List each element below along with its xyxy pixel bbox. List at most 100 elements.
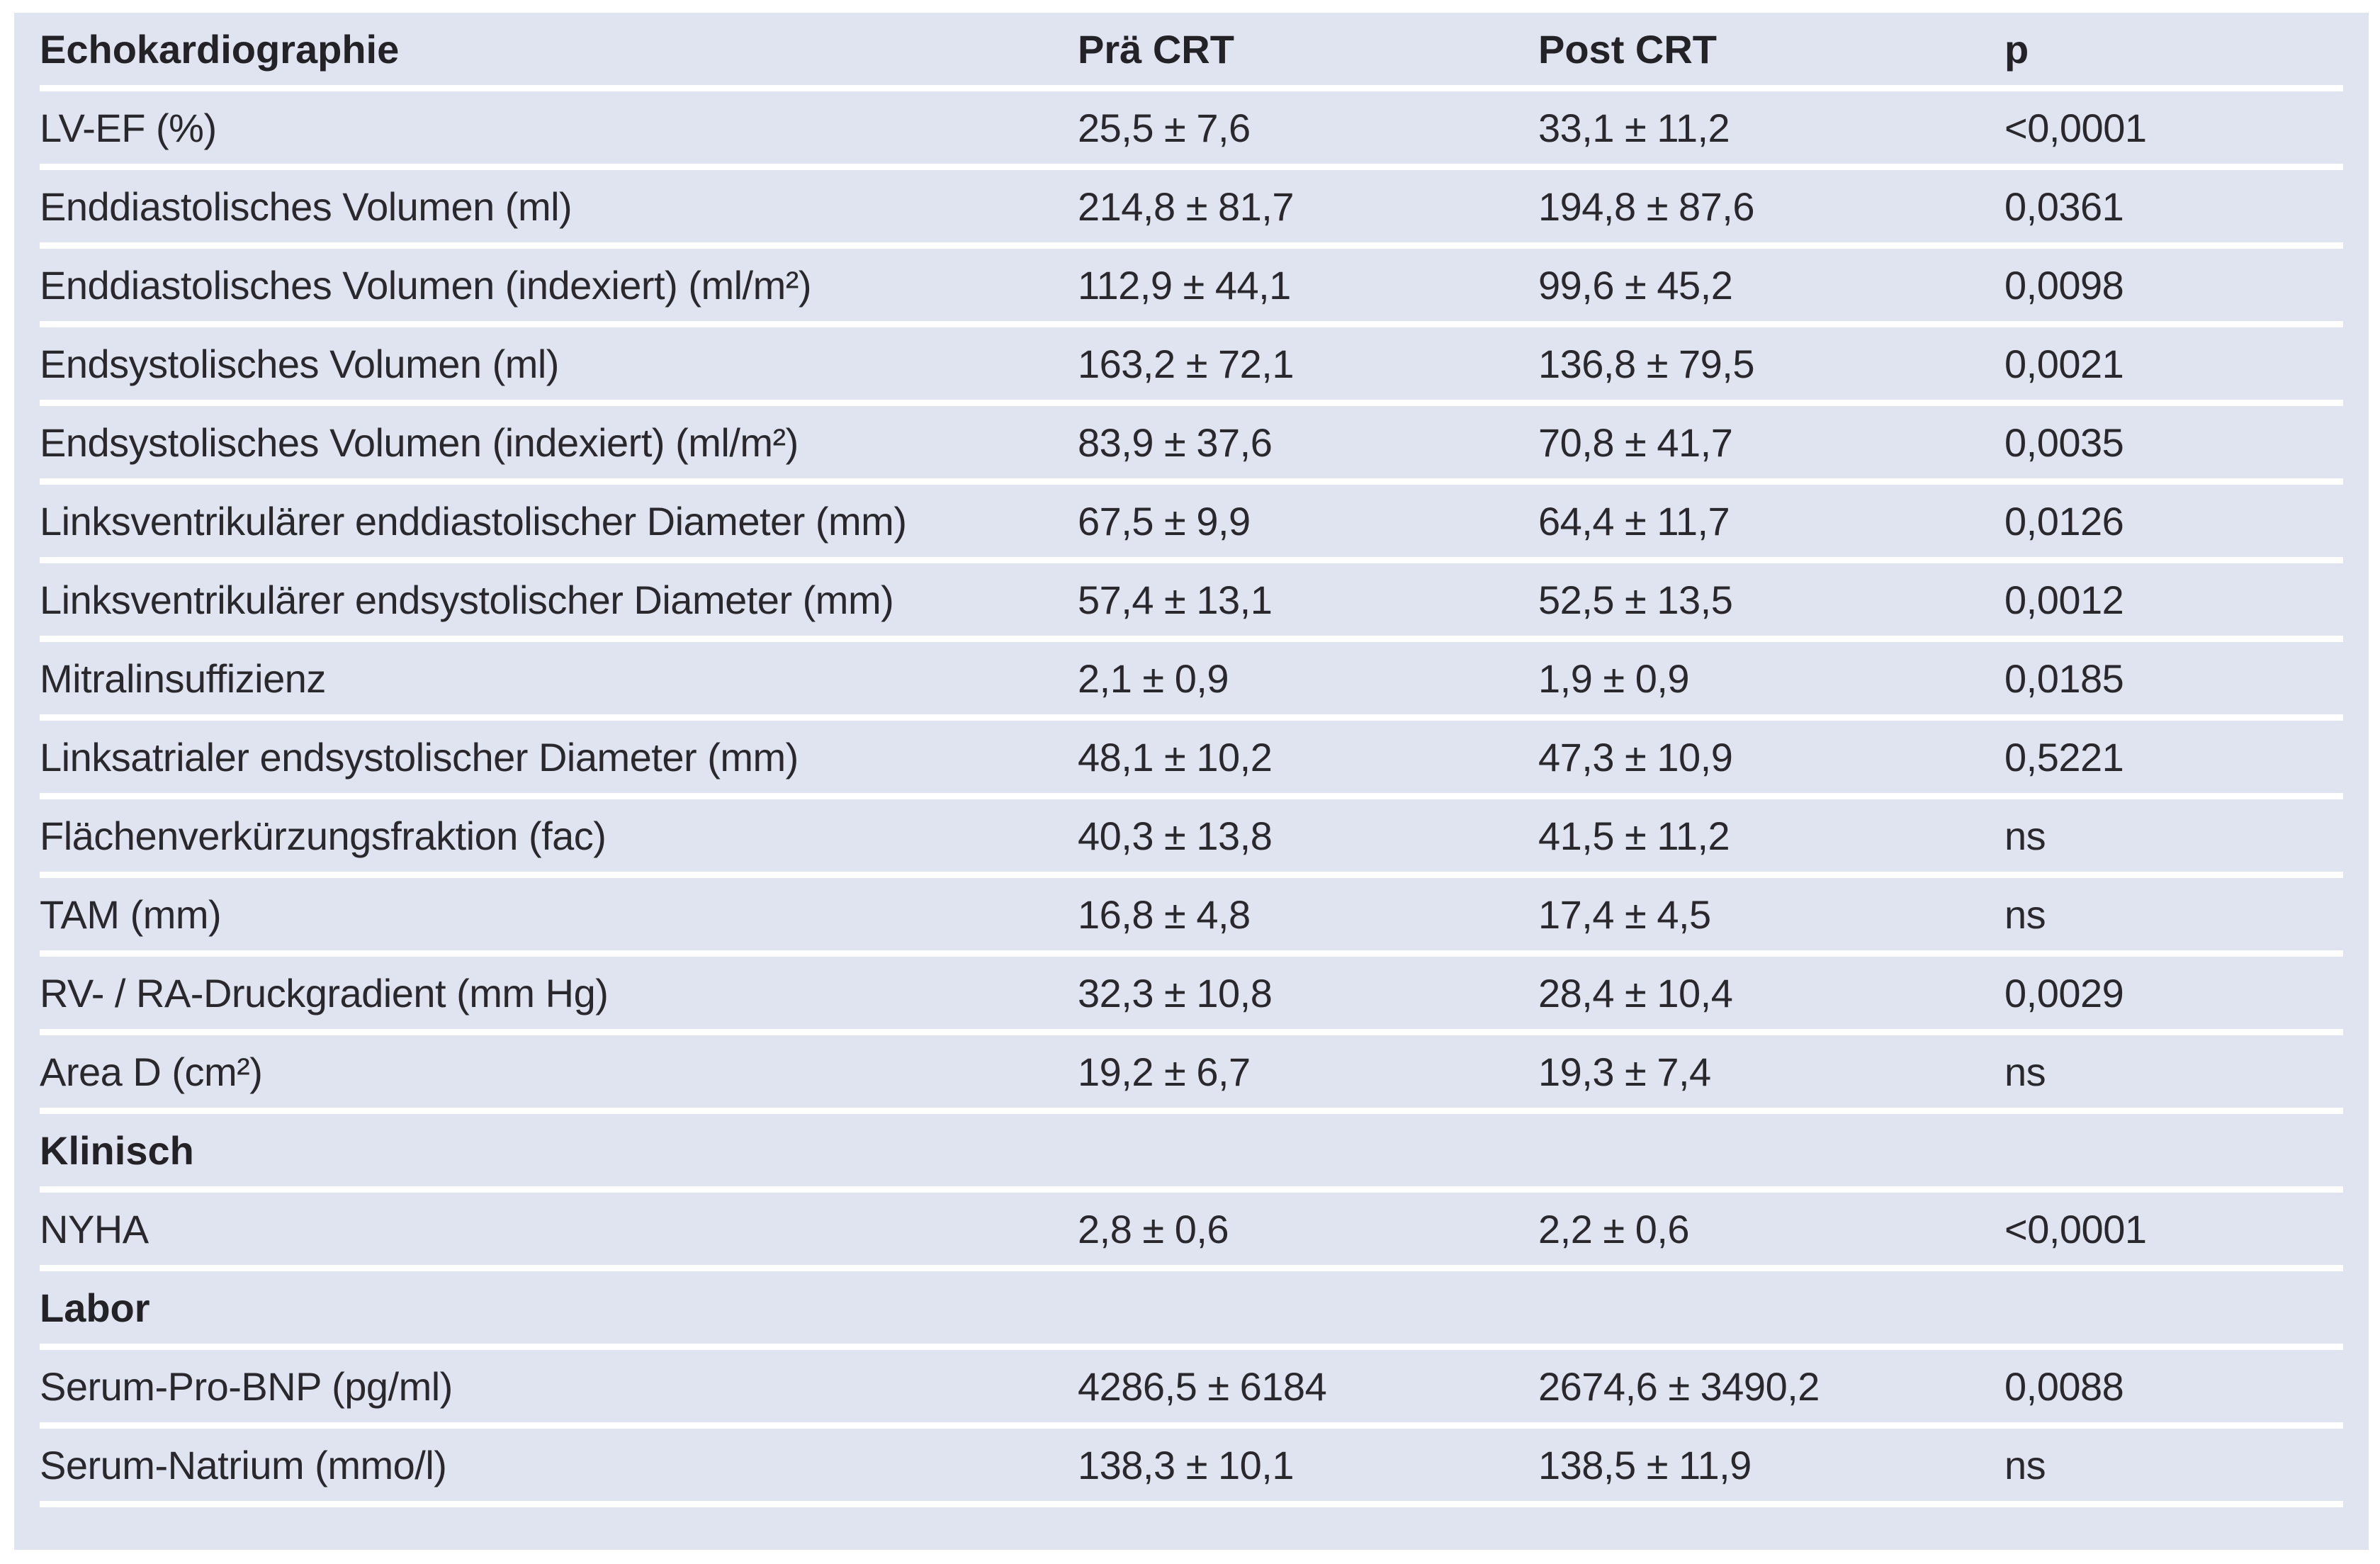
section-row-klinisch: Klinisch (40, 1114, 2343, 1186)
pre-crt-value: 19,2 ± 6,7 (1078, 1049, 1251, 1094)
p-value: <0,0001 (2004, 105, 2147, 150)
col-header-echokardiographie: Echokardiographie (40, 26, 400, 72)
row-label: Endsystolisches Volumen (indexiert) (ml/… (40, 420, 799, 465)
section-label: Klinisch (40, 1127, 194, 1173)
post-crt-value: 138,5 ± 11,9 (1538, 1442, 1752, 1487)
pre-crt-value: 48,1 ± 10,2 (1078, 734, 1273, 780)
row-separator (40, 1108, 2343, 1114)
pre-crt-value: 214,8 ± 81,7 (1078, 184, 1294, 229)
post-crt-value: 99,6 ± 45,2 (1538, 262, 1733, 308)
post-crt-value: 2,2 ± 0,6 (1538, 1206, 1690, 1251)
col-header-post-crt: Post CRT (1538, 26, 1717, 72)
pre-crt-value: 4286,5 ± 6184 (1078, 1363, 1327, 1409)
row-label: Mitralinsuffizienz (40, 656, 326, 701)
row-separator (40, 950, 2343, 957)
row-separator (40, 1186, 2343, 1193)
table-row-la-esd: Linksatrialer endsystolischer Diameter (… (40, 721, 2343, 793)
table-row-lv-esd: Linksventrikulärer endsystolischer Diame… (40, 563, 2343, 636)
table-row-mitralinsuffizienz: Mitralinsuffizienz 2,1 ± 0,9 1,9 ± 0,9 0… (40, 642, 2343, 714)
table-row-serum-pro-bnp: Serum-Pro-BNP (pg/ml) 4286,5 ± 6184 2674… (40, 1350, 2343, 1422)
table-row-edv: Enddiastolisches Volumen (ml) 214,8 ± 81… (40, 170, 2343, 242)
pre-crt-value: 163,2 ± 72,1 (1078, 341, 1294, 386)
row-label: TAM (mm) (40, 891, 222, 937)
p-value: 0,0021 (2004, 341, 2124, 386)
post-crt-value: 17,4 ± 4,5 (1538, 891, 1711, 937)
p-value: 0,0012 (2004, 577, 2124, 622)
post-crt-value: 64,4 ± 11,7 (1538, 498, 1730, 544)
row-separator (40, 242, 2343, 249)
row-label: Enddiastolisches Volumen (indexiert) (ml… (40, 262, 812, 308)
p-value: ns (2004, 1442, 2046, 1487)
row-separator (40, 714, 2343, 721)
row-label: Flächenverkürzungsfraktion (fac) (40, 813, 607, 858)
post-crt-value: 33,1 ± 11,2 (1538, 105, 1730, 150)
post-crt-value: 41,5 ± 11,2 (1538, 813, 1730, 858)
row-label: NYHA (40, 1206, 149, 1251)
row-label: Serum-Natrium (mmo/l) (40, 1442, 447, 1487)
pre-crt-value: 40,3 ± 13,8 (1078, 813, 1273, 858)
pre-crt-value: 57,4 ± 13,1 (1078, 577, 1273, 622)
row-separator (40, 636, 2343, 642)
p-value: 0,0035 (2004, 420, 2124, 465)
table-row-esv-indexed: Endsystolisches Volumen (indexiert) (ml/… (40, 406, 2343, 478)
row-label: Endsystolisches Volumen (ml) (40, 341, 559, 386)
col-header-p: p (2004, 26, 2029, 72)
pre-crt-value: 2,8 ± 0,6 (1078, 1206, 1229, 1251)
p-value: 0,0361 (2004, 184, 2124, 229)
pre-crt-value: 112,9 ± 44,1 (1078, 262, 1291, 308)
section-label: Labor (40, 1285, 150, 1330)
row-label: Linksventrikulärer enddiastolischer Diam… (40, 498, 907, 544)
table-row-tam: TAM (mm) 16,8 ± 4,8 17,4 ± 4,5 ns (40, 878, 2343, 950)
p-value: 0,5221 (2004, 734, 2124, 780)
post-crt-value: 2674,6 ± 3490,2 (1538, 1363, 1820, 1409)
p-value: 0,0185 (2004, 656, 2124, 701)
echo-results-table: Echokardiographie Prä CRT Post CRT p LV-… (14, 13, 2369, 1550)
pre-crt-value: 83,9 ± 37,6 (1078, 420, 1273, 465)
row-separator (40, 872, 2343, 878)
post-crt-value: 47,3 ± 10,9 (1538, 734, 1733, 780)
row-label: RV- / RA-Druckgradient (mm Hg) (40, 970, 609, 1016)
row-separator (40, 793, 2343, 799)
row-separator (40, 1501, 2343, 1507)
table-row-nyha: NYHA 2,8 ± 0,6 2,2 ± 0,6 <0,0001 (40, 1193, 2343, 1265)
pre-crt-value: 25,5 ± 7,6 (1078, 105, 1251, 150)
row-label: Linksatrialer endsystolischer Diameter (… (40, 734, 799, 780)
p-value: 0,0029 (2004, 970, 2124, 1016)
table-row-esv: Endsystolisches Volumen (ml) 163,2 ± 72,… (40, 327, 2343, 400)
pre-crt-value: 2,1 ± 0,9 (1078, 656, 1229, 701)
row-separator (40, 1265, 2343, 1271)
post-crt-value: 1,9 ± 0,9 (1538, 656, 1690, 701)
table-row-edv-indexed: Enddiastolisches Volumen (indexiert) (ml… (40, 249, 2343, 321)
col-header-pre-crt: Prä CRT (1078, 26, 1234, 72)
section-row-labor: Labor (40, 1271, 2343, 1344)
row-label: Serum-Pro-BNP (pg/ml) (40, 1363, 453, 1409)
row-separator (40, 164, 2343, 170)
row-separator (40, 400, 2343, 406)
row-label: LV-EF (%) (40, 105, 217, 150)
p-value: ns (2004, 891, 2046, 937)
p-value: 0,0126 (2004, 498, 2124, 544)
pre-crt-value: 32,3 ± 10,8 (1078, 970, 1273, 1016)
p-value: ns (2004, 1049, 2046, 1094)
row-separator (40, 1344, 2343, 1350)
table-row-lv-edd: Linksventrikulärer enddiastolischer Diam… (40, 485, 2343, 557)
table-row-rv-ra-gradient: RV- / RA-Druckgradient (mm Hg) 32,3 ± 10… (40, 957, 2343, 1029)
row-label: Enddiastolisches Volumen (ml) (40, 184, 573, 229)
table-header-row: Echokardiographie Prä CRT Post CRT p (40, 13, 2343, 85)
row-separator (40, 1029, 2343, 1035)
post-crt-value: 52,5 ± 13,5 (1538, 577, 1733, 622)
pre-crt-value: 67,5 ± 9,9 (1078, 498, 1251, 544)
row-label: Area D (cm²) (40, 1049, 263, 1094)
pre-crt-value: 16,8 ± 4,8 (1078, 891, 1251, 937)
pre-crt-value: 138,3 ± 10,1 (1078, 1442, 1294, 1487)
table-row-area-d: Area D (cm²) 19,2 ± 6,7 19,3 ± 7,4 ns (40, 1035, 2343, 1108)
p-value: 0,0098 (2004, 262, 2124, 308)
post-crt-value: 136,8 ± 79,5 (1538, 341, 1754, 386)
post-crt-value: 19,3 ± 7,4 (1538, 1049, 1711, 1094)
p-value: ns (2004, 813, 2046, 858)
table-row-serum-natrium: Serum-Natrium (mmo/l) 138,3 ± 10,1 138,5… (40, 1429, 2343, 1501)
table-row-fac: Flächenverkürzungsfraktion (fac) 40,3 ± … (40, 799, 2343, 872)
p-value: 0,0088 (2004, 1363, 2124, 1409)
row-separator (40, 85, 2343, 91)
row-separator (40, 321, 2343, 327)
